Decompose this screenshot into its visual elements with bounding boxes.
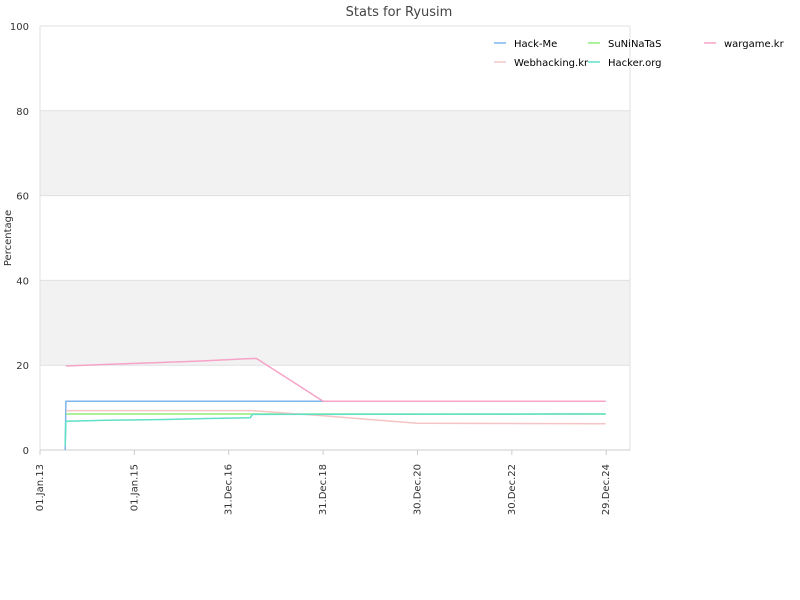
legend: Hack-Me SuNiNaTaS wargame.kr Webhacking.kr H…	[494, 39, 785, 69]
y-tick-label: 20	[16, 361, 29, 372]
y-tick-label: 0	[23, 446, 29, 457]
chart-title: Stats for Ryusim	[346, 5, 453, 20]
plot-band	[40, 280, 630, 366]
legend-label[interactable]: Hack-Me	[514, 39, 557, 50]
legend-label[interactable]: wargame.kr	[724, 39, 785, 50]
x-axis-ticks: 01.Jan.13 01.Jan.15 31.Dec.16 31.Dec.18 30.D…	[35, 450, 612, 515]
series-line-hack-me	[64, 400, 606, 451]
x-tick-label: 31.Dec.16	[224, 464, 235, 515]
legend-label[interactable]: Hacker.org	[608, 58, 662, 69]
series-line-hacker-org	[64, 413, 606, 446]
y-tick-label: 100	[10, 22, 29, 33]
x-tick-label: 31.Dec.18	[318, 464, 329, 515]
y-tick-label: 80	[16, 107, 29, 118]
plot-bands	[40, 110, 630, 366]
y-tick-label: 40	[16, 276, 29, 287]
y-axis-label: Percentage	[3, 210, 14, 266]
x-tick-label: 30.Dec.22	[507, 464, 518, 515]
y-tick-label: 60	[16, 192, 29, 203]
legend-label[interactable]: Webhacking.kr	[514, 58, 589, 69]
x-tick-label: 30.Dec.20	[412, 464, 423, 515]
legend-label[interactable]: SuNiNaTaS	[608, 39, 661, 50]
x-tick-label: 01.Jan.13	[35, 464, 46, 511]
series-line-wargame-kr	[65, 357, 606, 402]
series-lines	[64, 357, 606, 451]
series-line-webhacking-kr	[65, 409, 606, 425]
plot-band	[40, 110, 630, 196]
y-axis-ticks: 0 20 40 60 80 100	[10, 22, 29, 457]
x-tick-label: 29.Dec.24	[601, 464, 612, 515]
x-tick-label: 01.Jan.15	[129, 464, 140, 511]
gridlines	[39, 25, 631, 450]
